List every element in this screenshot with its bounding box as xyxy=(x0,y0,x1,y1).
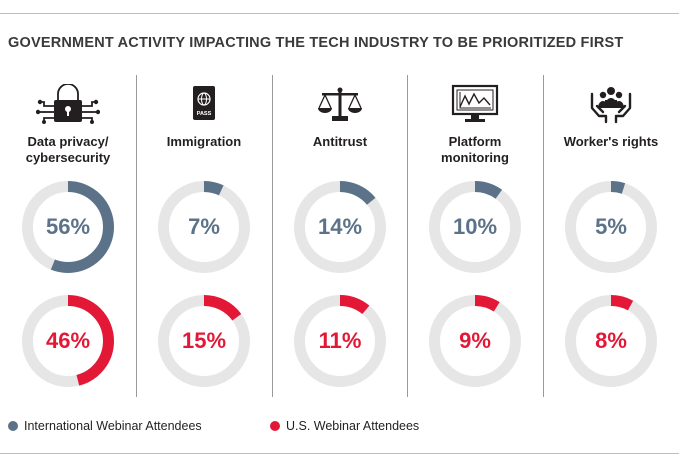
scales-icon xyxy=(272,84,408,124)
donut-arc-international xyxy=(294,181,386,273)
column-divider xyxy=(407,75,408,397)
monitor-chart-icon xyxy=(407,84,543,124)
legend-item-us: U.S. Webinar Attendees xyxy=(270,419,419,433)
value-label-international: 7% xyxy=(188,214,220,239)
donut-arc-us xyxy=(429,295,521,387)
category-label: Platform monitoring xyxy=(441,134,509,165)
donut-ring xyxy=(565,181,657,273)
category-label: Immigration xyxy=(166,134,242,149)
donut-ring xyxy=(294,295,386,387)
donut-us: 9% xyxy=(429,295,521,387)
donut-arc-us xyxy=(294,295,386,387)
donut-us: 15% xyxy=(158,295,250,387)
donut-arc-international xyxy=(429,181,521,273)
value-label-us: 46% xyxy=(45,328,91,353)
donut-arc-us xyxy=(158,295,250,387)
passport-text: PASS xyxy=(197,111,212,117)
donut-ring xyxy=(158,181,250,273)
donut-arc-international xyxy=(22,181,114,273)
value-label-international: 5% xyxy=(595,214,627,239)
value-label-us: 8% xyxy=(595,328,627,353)
bottom-rule xyxy=(0,453,679,454)
donut-international: 10% xyxy=(429,181,521,273)
legend-label: International Webinar Attendees xyxy=(24,419,202,433)
category-label: Data privacy/ cybersecurity xyxy=(25,134,111,165)
column-divider xyxy=(136,75,137,397)
category-column: Antitrust 14% 11% xyxy=(272,80,408,400)
column-divider xyxy=(272,75,273,397)
donut-ring xyxy=(22,181,114,273)
donut-arc-us xyxy=(22,295,114,387)
donut-international: 5% xyxy=(565,181,657,273)
category-column: Worker's rights 5% 8% xyxy=(543,80,679,400)
category-column: PASS Immigration 7% 15% xyxy=(136,80,272,400)
donut-us: 11% xyxy=(294,295,386,387)
hands-people-icon xyxy=(543,84,679,124)
donut-international: 56% xyxy=(22,181,114,273)
top-rule xyxy=(0,13,679,14)
passport-icon: PASS xyxy=(136,84,272,124)
value-label-international: 56% xyxy=(45,214,91,239)
value-label-us: 11% xyxy=(318,328,362,353)
category-column: Platform monitoring 10% 9% xyxy=(407,80,543,400)
donut-international: 14% xyxy=(294,181,386,273)
category-column: Data privacy/ cybersecurity 56% 46% xyxy=(0,80,136,400)
value-label-us: 15% xyxy=(181,328,227,353)
donut-ring xyxy=(294,181,386,273)
legend-label: U.S. Webinar Attendees xyxy=(286,419,420,433)
donut-arc-us xyxy=(565,295,657,387)
legend-swatch-international xyxy=(8,421,18,431)
donut-ring xyxy=(429,181,521,273)
legend-swatch-us xyxy=(270,421,280,431)
donut-ring xyxy=(158,295,250,387)
chart-title: GOVERNMENT ACTIVITY IMPACTING THE TECH I… xyxy=(8,35,624,51)
donut-international: 7% xyxy=(158,181,250,273)
category-label: Worker's rights xyxy=(563,134,659,149)
donut-us: 46% xyxy=(22,295,114,387)
category-label: Antitrust xyxy=(312,134,368,149)
value-label-international: 14% xyxy=(317,214,363,239)
donut-ring xyxy=(429,295,521,387)
value-label-international: 10% xyxy=(452,214,498,239)
donut-arc-international xyxy=(565,181,657,273)
column-divider xyxy=(543,75,544,397)
value-label-us: 9% xyxy=(459,328,491,353)
donut-ring xyxy=(22,295,114,387)
legend-item-international: International Webinar Attendees xyxy=(8,419,202,433)
donut-ring xyxy=(565,295,657,387)
donut-us: 8% xyxy=(565,295,657,387)
lock-circuit-icon xyxy=(0,84,136,124)
donut-arc-international xyxy=(158,181,250,273)
